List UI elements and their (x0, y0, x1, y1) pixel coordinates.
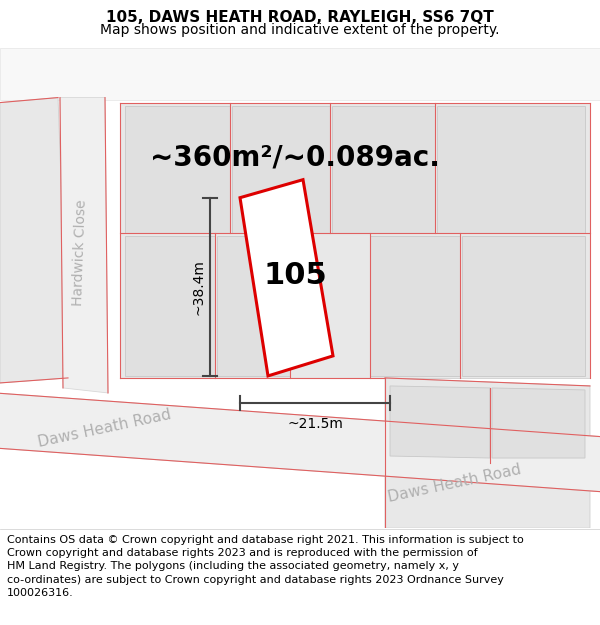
Polygon shape (217, 236, 290, 376)
Polygon shape (390, 386, 490, 458)
Polygon shape (240, 179, 333, 376)
Text: Contains OS data © Crown copyright and database right 2021. This information is : Contains OS data © Crown copyright and d… (7, 535, 524, 598)
Text: Daws Heath Road: Daws Heath Road (37, 406, 173, 449)
Text: Daws Heath Road: Daws Heath Road (387, 462, 523, 504)
Polygon shape (492, 388, 585, 458)
Polygon shape (232, 106, 330, 232)
Polygon shape (0, 98, 68, 383)
Text: ~21.5m: ~21.5m (287, 417, 343, 431)
Polygon shape (385, 378, 590, 528)
Text: ~38.4m: ~38.4m (191, 259, 205, 315)
Text: 105: 105 (263, 261, 327, 290)
Polygon shape (125, 106, 230, 232)
Polygon shape (332, 106, 435, 232)
Text: Map shows position and indicative extent of the property.: Map shows position and indicative extent… (100, 23, 500, 37)
Text: Hardwick Close: Hardwick Close (71, 199, 89, 306)
Polygon shape (120, 102, 590, 378)
Polygon shape (437, 106, 585, 232)
Polygon shape (125, 236, 215, 376)
Polygon shape (462, 236, 585, 376)
Polygon shape (60, 98, 108, 393)
Text: ~360m²/~0.089ac.: ~360m²/~0.089ac. (150, 144, 440, 172)
Polygon shape (370, 236, 460, 376)
Text: 105, DAWS HEATH ROAD, RAYLEIGH, SS6 7QT: 105, DAWS HEATH ROAD, RAYLEIGH, SS6 7QT (106, 11, 494, 26)
Polygon shape (0, 393, 600, 493)
Polygon shape (0, 48, 600, 99)
